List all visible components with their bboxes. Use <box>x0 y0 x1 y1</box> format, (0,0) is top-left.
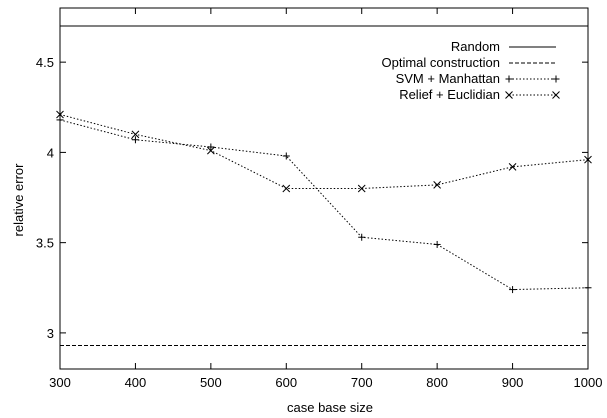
cross-marker <box>357 184 366 193</box>
x-tick-label: 600 <box>275 375 297 390</box>
legend-label: SVM + Manhattan <box>396 71 500 86</box>
legend-label: Relief + Euclidian <box>399 87 500 102</box>
plot-frame <box>59 7 589 370</box>
legend-entry: Random <box>451 39 556 54</box>
cross-marker <box>207 146 215 155</box>
x-tick-label: 300 <box>49 375 71 390</box>
series-line <box>59 114 589 189</box>
cross-marker <box>505 91 513 99</box>
x-tick-label: 1000 <box>574 375 603 390</box>
cross-marker <box>433 181 441 189</box>
y-tick-label: 3.5 <box>36 236 54 251</box>
y-axis-label: relative error <box>11 163 26 237</box>
legend-label: Random <box>451 39 500 54</box>
legend-entry: Optimal construction <box>382 55 556 70</box>
series-relief-euclidian <box>56 110 592 193</box>
legend-label: Optimal construction <box>382 55 501 70</box>
series-line <box>59 119 589 291</box>
legend-entry: SVM + Manhattan <box>396 71 560 86</box>
x-axis-label: case base size <box>287 400 373 415</box>
cross-marker <box>56 110 64 119</box>
y-tick-label: 4.5 <box>36 55 54 70</box>
series-svm-manhattan <box>56 116 592 294</box>
cross-marker <box>508 162 517 171</box>
cross-marker <box>131 130 140 139</box>
x-tick-label: 500 <box>200 375 222 390</box>
series-lines <box>56 25 592 347</box>
cross-marker <box>552 91 560 99</box>
y-tick-label: 3 <box>47 326 54 341</box>
x-tick-label: 700 <box>351 375 373 390</box>
y-tick-label: 4 <box>47 145 54 160</box>
x-tick-label: 900 <box>502 375 524 390</box>
axes: 300 400 500 600 700 800 900 1000 3 3.5 4 4.5 <box>36 7 603 390</box>
cross-marker <box>282 184 291 193</box>
legend-entry: Relief + Euclidian <box>399 87 560 102</box>
cross-marker <box>584 155 592 164</box>
x-tick-label: 400 <box>125 375 147 390</box>
x-tick-label: 800 <box>426 375 448 390</box>
